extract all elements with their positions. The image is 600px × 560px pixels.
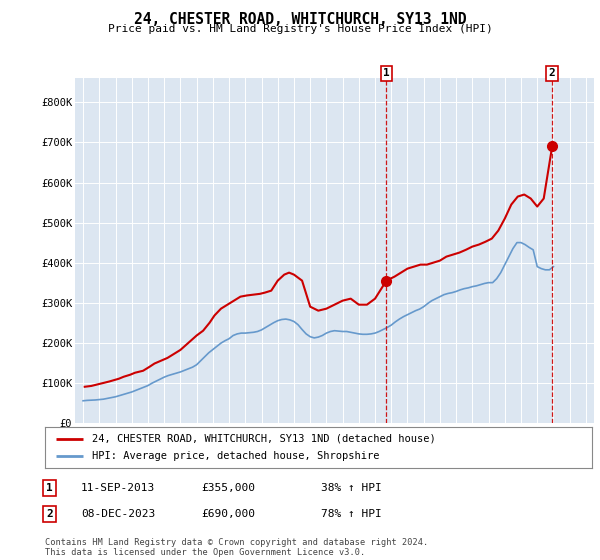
Text: £690,000: £690,000 xyxy=(201,509,255,519)
Text: 08-DEC-2023: 08-DEC-2023 xyxy=(81,509,155,519)
Text: Contains HM Land Registry data © Crown copyright and database right 2024.
This d: Contains HM Land Registry data © Crown c… xyxy=(45,538,428,557)
Text: 78% ↑ HPI: 78% ↑ HPI xyxy=(321,509,382,519)
Text: 2: 2 xyxy=(549,68,556,78)
Text: Price paid vs. HM Land Registry's House Price Index (HPI): Price paid vs. HM Land Registry's House … xyxy=(107,24,493,34)
Text: 24, CHESTER ROAD, WHITCHURCH, SY13 1ND (detached house): 24, CHESTER ROAD, WHITCHURCH, SY13 1ND (… xyxy=(92,433,435,444)
Text: 1: 1 xyxy=(383,68,390,78)
Text: 11-SEP-2013: 11-SEP-2013 xyxy=(81,483,155,493)
Text: 38% ↑ HPI: 38% ↑ HPI xyxy=(321,483,382,493)
Text: 1: 1 xyxy=(46,483,53,493)
Text: 24, CHESTER ROAD, WHITCHURCH, SY13 1ND: 24, CHESTER ROAD, WHITCHURCH, SY13 1ND xyxy=(134,12,466,27)
Text: HPI: Average price, detached house, Shropshire: HPI: Average price, detached house, Shro… xyxy=(92,451,379,461)
Text: £355,000: £355,000 xyxy=(201,483,255,493)
Text: 2: 2 xyxy=(46,509,53,519)
